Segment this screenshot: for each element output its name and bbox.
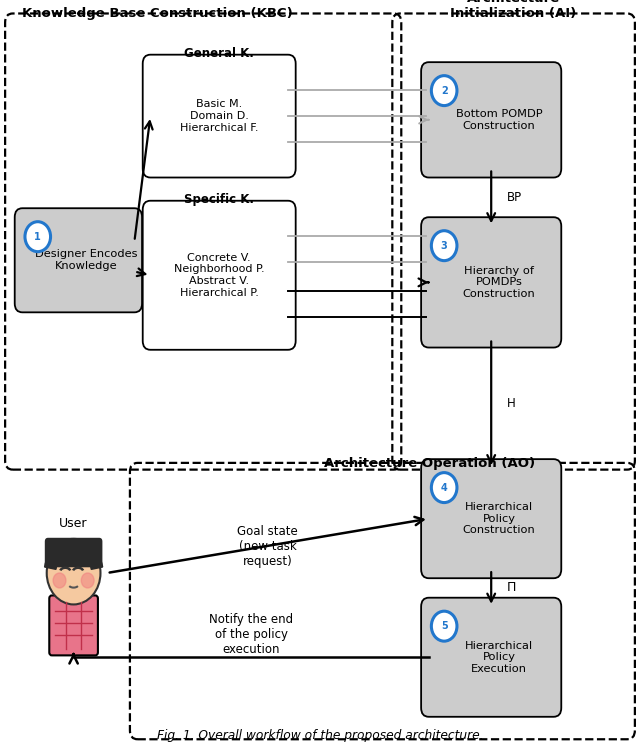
Text: Goal state
(new task
request): Goal state (new task request) — [237, 525, 298, 568]
FancyBboxPatch shape — [421, 217, 561, 348]
Circle shape — [431, 473, 457, 503]
Text: Fig. 1. Overall workflow of the proposed architecture.: Fig. 1. Overall workflow of the proposed… — [157, 729, 483, 742]
Text: 4: 4 — [441, 482, 447, 493]
Text: User: User — [60, 518, 88, 530]
Text: Knowledge Base Construction (KBC): Knowledge Base Construction (KBC) — [22, 7, 293, 20]
Text: Hierarchy of
POMDPs
Construction: Hierarchy of POMDPs Construction — [463, 266, 535, 299]
Text: General K.: General K. — [184, 47, 254, 60]
Circle shape — [431, 231, 457, 261]
Text: BP: BP — [508, 191, 522, 204]
Circle shape — [431, 611, 457, 641]
Wedge shape — [45, 539, 102, 569]
Text: Π: Π — [508, 581, 516, 595]
Text: Architecture Operation (AO): Architecture Operation (AO) — [324, 457, 535, 470]
Text: Hierarchical
Policy
Execution: Hierarchical Policy Execution — [465, 640, 533, 674]
Circle shape — [53, 573, 66, 588]
Text: 3: 3 — [441, 240, 447, 251]
FancyBboxPatch shape — [45, 538, 102, 567]
Text: Architecture
Initialization (AI): Architecture Initialization (AI) — [451, 0, 577, 20]
FancyBboxPatch shape — [143, 201, 296, 350]
Circle shape — [47, 542, 100, 604]
FancyBboxPatch shape — [421, 62, 561, 178]
Circle shape — [25, 222, 51, 252]
Text: Basic M.
Domain D.
Hierarchical F.: Basic M. Domain D. Hierarchical F. — [180, 100, 259, 133]
FancyBboxPatch shape — [15, 208, 142, 312]
Text: Hierarchical
Policy
Construction: Hierarchical Policy Construction — [463, 502, 535, 536]
FancyBboxPatch shape — [421, 459, 561, 578]
Text: H: H — [508, 397, 516, 410]
FancyBboxPatch shape — [421, 598, 561, 717]
Text: Specific K.: Specific K. — [184, 193, 254, 206]
Text: 2: 2 — [441, 85, 447, 96]
FancyBboxPatch shape — [143, 55, 296, 178]
Text: Bottom POMDP
Construction: Bottom POMDP Construction — [456, 109, 542, 130]
Text: Designer Encodes
Knowledge: Designer Encodes Knowledge — [35, 249, 138, 271]
Text: 5: 5 — [441, 621, 447, 631]
Text: Notify the end
of the policy
execution: Notify the end of the policy execution — [209, 613, 293, 656]
Circle shape — [81, 573, 94, 588]
Text: Concrete V.
Neighborhood P.
Abstract V.
Hierarchical P.: Concrete V. Neighborhood P. Abstract V. … — [174, 253, 264, 297]
FancyBboxPatch shape — [49, 595, 98, 655]
Text: 1: 1 — [35, 231, 41, 242]
Circle shape — [431, 76, 457, 106]
